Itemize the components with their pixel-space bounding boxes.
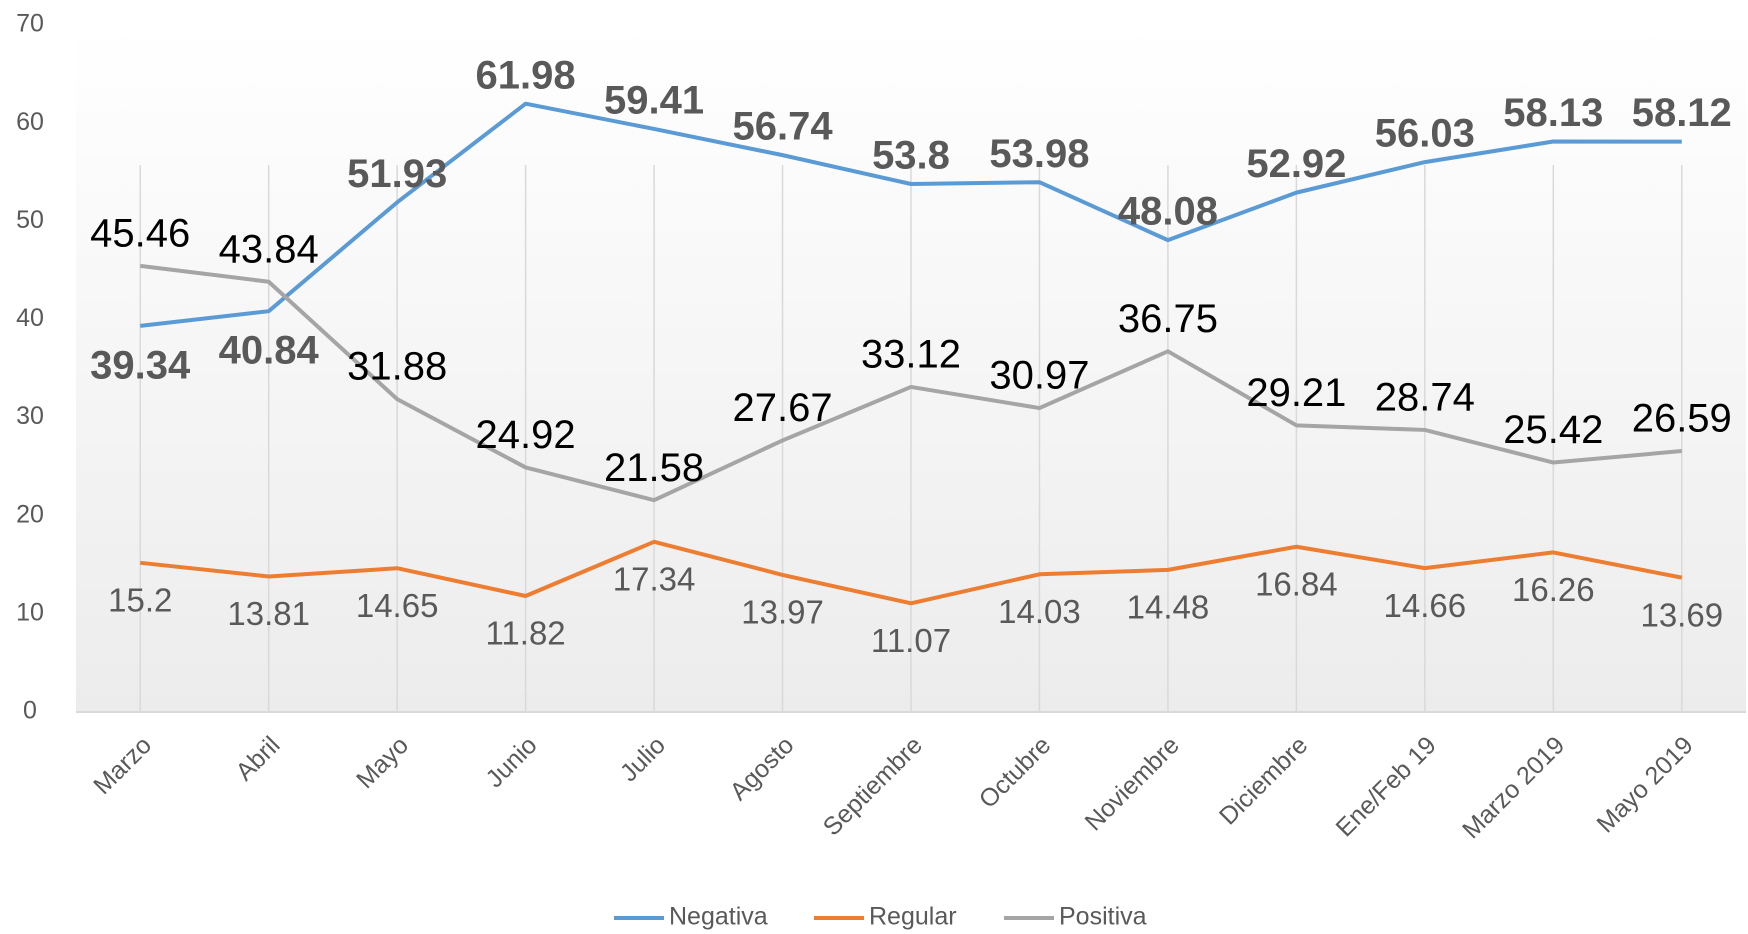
data-label: 26.59 [1632,397,1732,441]
data-label: 39.34 [90,343,191,387]
data-label: 53.8 [872,134,950,178]
x-tick-label: Noviembre [1080,731,1185,836]
x-tick-label: Junio [480,731,542,793]
data-label: 28.74 [1375,375,1475,419]
data-label: 29.21 [1246,371,1346,415]
x-tick-label: Mayo [351,731,414,794]
x-tick-label: Abril [230,731,285,786]
series-line [140,101,1682,328]
data-label: 52.92 [1246,142,1346,186]
data-label: 21.58 [604,446,704,490]
data-label: 14.66 [1384,587,1467,624]
series-line [139,263,1682,503]
data-label: 16.84 [1255,565,1338,602]
data-label: 56.03 [1375,112,1475,156]
x-tick-label: Marzo [88,731,157,800]
data-label: 36.75 [1118,297,1218,341]
data-label: 59.41 [604,78,704,122]
data-label: 45.46 [90,211,190,255]
data-label: 61.98 [476,53,576,97]
data-label: 40.84 [219,329,320,373]
x-tick-label: Julio [615,731,671,787]
x-tick-label: Mayo 2019 [1591,731,1698,838]
data-label: 58.13 [1503,91,1603,135]
y-tick-label: 70 [16,10,44,38]
x-tick-label: Marzo 2019 [1457,731,1570,844]
data-label: 13.81 [227,595,310,632]
data-label: 33.12 [861,333,961,377]
legend-label: Positiva [1059,903,1147,931]
data-label: 27.67 [732,386,832,430]
x-tick-label: Diciembre [1214,731,1313,830]
y-tick-label: 10 [16,598,44,626]
data-label: 48.08 [1118,190,1218,234]
data-label: 16.26 [1512,571,1595,608]
data-label: 15.2 [108,582,172,619]
x-tick-label: Agosto [725,731,800,806]
y-tick-label: 50 [16,206,44,234]
data-label: 14.65 [356,587,439,624]
y-tick-label: 0 [23,697,37,725]
x-tick-label: Octubre [974,731,1057,814]
data-label: 30.97 [989,354,1089,398]
data-label: 17.34 [613,561,696,598]
data-label: 11.07 [871,622,951,659]
data-label: 24.92 [476,413,576,457]
data-label: 56.74 [732,105,833,149]
data-label: 14.48 [1127,589,1210,626]
data-label: 13.69 [1640,596,1723,633]
data-label: 11.82 [486,615,566,652]
data-label: 43.84 [219,227,319,271]
data-label: 13.97 [741,594,824,631]
y-tick-label: 40 [16,304,44,332]
legend-label: Regular [869,903,957,931]
data-label: 58.12 [1632,91,1732,135]
series-line [140,539,1683,606]
data-label: 51.93 [347,152,447,196]
y-tick-label: 60 [16,108,44,136]
data-label: 25.42 [1503,408,1603,452]
y-tick-label: 30 [16,402,44,430]
data-label: 31.88 [347,345,447,389]
data-label: 14.03 [998,593,1081,630]
x-tick-label: Ene/Feb 19 [1331,731,1442,842]
legend-label: Negativa [669,903,768,931]
data-label: 53.98 [989,132,1089,176]
y-tick-label: 20 [16,500,44,528]
x-tick-label: Septiembre [818,731,928,841]
